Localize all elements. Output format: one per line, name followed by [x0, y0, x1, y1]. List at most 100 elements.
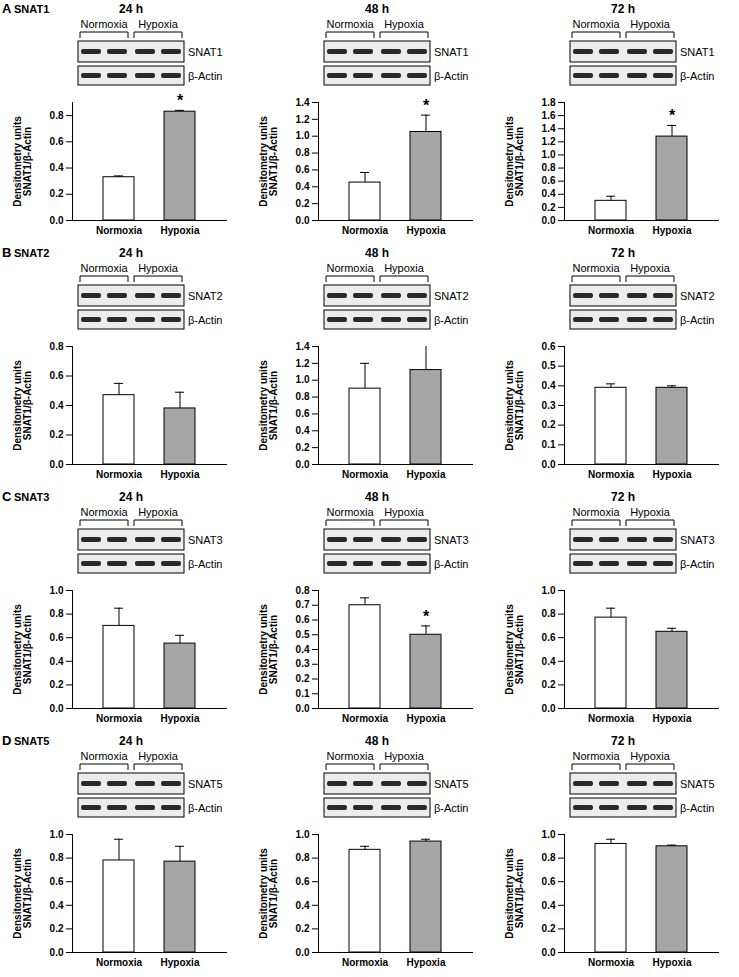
svg-text:1.2: 1.2	[296, 358, 310, 369]
svg-text:1.0: 1.0	[296, 829, 310, 840]
svg-text:A: A	[2, 1, 12, 16]
svg-text:Hypoxia: Hypoxia	[384, 18, 425, 30]
svg-text:0.0: 0.0	[50, 947, 64, 958]
svg-text:1.8: 1.8	[542, 97, 556, 108]
svg-text:Normoxia: Normoxia	[326, 18, 374, 30]
svg-text:Normoxia: Normoxia	[326, 506, 374, 518]
svg-text:24 h: 24 h	[119, 2, 143, 16]
svg-text:0.6: 0.6	[296, 408, 310, 419]
svg-text:0.0: 0.0	[542, 215, 556, 226]
svg-text:0.4: 0.4	[296, 181, 310, 192]
svg-text:Hypoxia: Hypoxia	[653, 957, 692, 968]
svg-text:24 h: 24 h	[119, 246, 143, 260]
svg-text:0.8: 0.8	[296, 391, 310, 402]
svg-text:0.6: 0.6	[542, 175, 556, 186]
svg-text:β-Actin: β-Actin	[680, 802, 714, 814]
svg-text:0.5: 0.5	[296, 629, 310, 640]
svg-text:β-Actin: β-Actin	[434, 70, 468, 82]
svg-text:72 h: 72 h	[611, 734, 635, 748]
svg-text:Hypoxia: Hypoxia	[138, 506, 179, 518]
svg-text:*: *	[423, 608, 430, 625]
svg-text:SNAT5: SNAT5	[188, 778, 223, 790]
svg-text:0.6: 0.6	[542, 341, 556, 352]
svg-text:Hypoxia: Hypoxia	[653, 225, 692, 236]
svg-text:0.3: 0.3	[542, 400, 556, 411]
svg-text:Hypoxia: Hypoxia	[630, 506, 671, 518]
svg-text:1.6: 1.6	[542, 110, 556, 121]
svg-text:Hypoxia: Hypoxia	[161, 469, 200, 480]
svg-text:72 h: 72 h	[611, 2, 635, 16]
svg-text:0.0: 0.0	[50, 215, 64, 226]
svg-text:0.0: 0.0	[296, 215, 310, 226]
svg-text:0.6: 0.6	[296, 876, 310, 887]
svg-text:β-Actin: β-Actin	[188, 70, 222, 82]
svg-text:β-Actin: β-Actin	[434, 558, 468, 570]
svg-text:C: C	[2, 489, 12, 504]
svg-text:Densitometry unitsSNAT1/β-Acti: Densitometry unitsSNAT1/β-Actin	[504, 360, 525, 451]
svg-text:β-Actin: β-Actin	[188, 314, 222, 326]
svg-text:Densitometry unitsSNAT1/β-Acti: Densitometry unitsSNAT1/β-Actin	[12, 360, 33, 451]
svg-text:Normoxia: Normoxia	[572, 18, 620, 30]
svg-text:1.4: 1.4	[296, 97, 310, 108]
svg-text:0.8: 0.8	[50, 110, 64, 121]
svg-text:SNAT3: SNAT3	[680, 534, 715, 546]
svg-text:Normoxia: Normoxia	[342, 957, 389, 968]
svg-text:β-Actin: β-Actin	[680, 558, 714, 570]
svg-text:0.4: 0.4	[542, 900, 556, 911]
svg-text:Densitometry unitsSNAT1/β-Acti: Densitometry unitsSNAT1/β-Actin	[504, 848, 525, 939]
svg-text:48 h: 48 h	[365, 246, 389, 260]
svg-text:Normoxia: Normoxia	[342, 713, 389, 724]
svg-text:0.4: 0.4	[50, 162, 64, 173]
svg-text:Normoxia: Normoxia	[588, 713, 635, 724]
svg-text:24 h: 24 h	[119, 490, 143, 504]
svg-text:72 h: 72 h	[611, 246, 635, 260]
svg-text:Hypoxia: Hypoxia	[407, 469, 446, 480]
svg-text:Hypoxia: Hypoxia	[138, 750, 179, 762]
svg-text:Normoxia: Normoxia	[96, 713, 143, 724]
svg-text:1.4: 1.4	[296, 341, 310, 352]
svg-text:SNAT3: SNAT3	[434, 534, 469, 546]
svg-text:0.2: 0.2	[296, 923, 310, 934]
svg-text:0.6: 0.6	[50, 632, 64, 643]
svg-text:0.4: 0.4	[50, 656, 64, 667]
svg-text:SNAT3: SNAT3	[188, 534, 223, 546]
svg-text:Densitometry unitsSNAT1/β-Acti: Densitometry unitsSNAT1/β-Actin	[12, 116, 33, 207]
svg-text:β-Actin: β-Actin	[188, 558, 222, 570]
svg-text:SNAT3: SNAT3	[14, 491, 49, 503]
svg-text:0.0: 0.0	[296, 459, 310, 470]
svg-text:Hypoxia: Hypoxia	[161, 957, 200, 968]
svg-text:Normoxia: Normoxia	[96, 469, 143, 480]
svg-text:0.0: 0.0	[542, 947, 556, 958]
svg-text:Normoxia: Normoxia	[572, 506, 620, 518]
svg-text:SNAT1: SNAT1	[434, 46, 469, 58]
svg-text:Hypoxia: Hypoxia	[161, 225, 200, 236]
svg-text:1.2: 1.2	[296, 114, 310, 125]
svg-text:0.2: 0.2	[296, 442, 310, 453]
svg-text:0.6: 0.6	[542, 632, 556, 643]
svg-text:Densitometry unitsSNAT1/β-Acti: Densitometry unitsSNAT1/β-Actin	[12, 604, 33, 695]
svg-text:1.0: 1.0	[542, 585, 556, 596]
svg-text:*: *	[177, 92, 184, 109]
svg-text:0.0: 0.0	[296, 947, 310, 958]
svg-text:Normoxia: Normoxia	[80, 750, 128, 762]
svg-text:Hypoxia: Hypoxia	[407, 713, 446, 724]
svg-text:0.6: 0.6	[296, 614, 310, 625]
svg-text:β-Actin: β-Actin	[188, 802, 222, 814]
svg-text:1.0: 1.0	[50, 829, 64, 840]
svg-text:0.0: 0.0	[296, 703, 310, 714]
svg-text:Normoxia: Normoxia	[80, 506, 128, 518]
svg-text:0.2: 0.2	[542, 679, 556, 690]
svg-text:0.1: 0.1	[296, 688, 310, 699]
svg-text:Hypoxia: Hypoxia	[653, 469, 692, 480]
svg-text:0.8: 0.8	[50, 852, 64, 863]
svg-text:Hypoxia: Hypoxia	[630, 18, 671, 30]
svg-text:B: B	[2, 245, 11, 260]
svg-text:0.6: 0.6	[50, 136, 64, 147]
svg-text:SNAT2: SNAT2	[188, 290, 223, 302]
svg-text:Hypoxia: Hypoxia	[407, 957, 446, 968]
svg-text:Normoxia: Normoxia	[326, 262, 374, 274]
svg-text:Hypoxia: Hypoxia	[384, 506, 425, 518]
svg-text:0.2: 0.2	[542, 923, 556, 934]
svg-text:Normoxia: Normoxia	[96, 957, 143, 968]
svg-text:Densitometry unitsSNAT1/β-Acti: Densitometry unitsSNAT1/β-Actin	[258, 848, 279, 939]
